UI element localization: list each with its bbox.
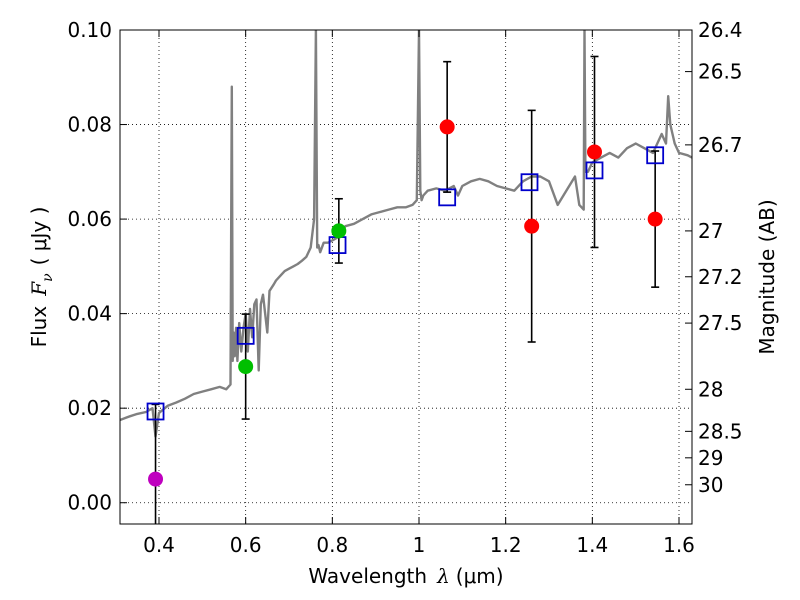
x-tick-label: 1.2	[490, 533, 522, 557]
observed-optical-marker	[331, 223, 347, 239]
observed-nir-marker	[587, 144, 602, 160]
magnitude-tick-label: 26.7	[698, 133, 743, 157]
right-axis-label: Magnitude (AB)	[755, 199, 779, 354]
magnitude-tick-label: 28.5	[698, 419, 743, 443]
x-tick-label: 0.8	[316, 533, 348, 557]
magnitude-tick-label: 27.2	[698, 265, 743, 289]
data-points	[146, 55, 665, 524]
x-tick-label: 1.4	[576, 533, 608, 557]
magnitude-tick-label: 26.5	[698, 60, 743, 84]
y-tick-label: 0.10	[67, 18, 112, 42]
axis-ticks: 0.4 0.6 0.8 1 1.2 1.4 1.6 0.00 0.02 0.04 0.06 0.08 0…	[67, 18, 742, 557]
magnitude-tick-label: 26.4	[698, 18, 743, 42]
magnitude-tick-label: 29	[698, 446, 723, 470]
model-band-fluxes-marker	[438, 188, 457, 207]
model-band-fluxes-marker	[520, 173, 539, 192]
observed-optical-marker	[238, 359, 254, 375]
model-band-fluxes-marker	[146, 402, 165, 421]
y-tick-label: 0.08	[67, 113, 112, 137]
model-band-fluxes-marker	[646, 146, 665, 165]
x-tick-label: 0.6	[230, 533, 262, 557]
y-axis-label: FluxFν( μJy )	[27, 207, 56, 348]
model-band-fluxes-marker	[585, 161, 604, 180]
magnitude-tick-label: 27.5	[698, 311, 743, 335]
y-tick-label: 0.04	[67, 302, 112, 326]
magnitude-tick-label: 27	[698, 219, 723, 243]
observed-nir-marker	[439, 119, 455, 135]
x-tick-label: 1	[413, 533, 426, 557]
x-tick-label: 0.4	[143, 533, 175, 557]
y-tick-label: 0.02	[67, 396, 112, 420]
x-axis-label: Wavelength λ (μm)	[308, 564, 503, 588]
x-tick-label: 1.6	[663, 533, 695, 557]
observed-uv-marker	[148, 471, 164, 487]
magnitude-tick-label: 30	[698, 473, 723, 497]
magnitude-tick-label: 28	[698, 377, 723, 401]
y-tick-label: 0.06	[67, 207, 112, 231]
y-tick-label: 0.00	[67, 491, 112, 515]
observed-nir-marker	[647, 211, 663, 227]
model-band-fluxes-marker	[236, 326, 255, 345]
observed-nir-marker	[524, 218, 540, 234]
